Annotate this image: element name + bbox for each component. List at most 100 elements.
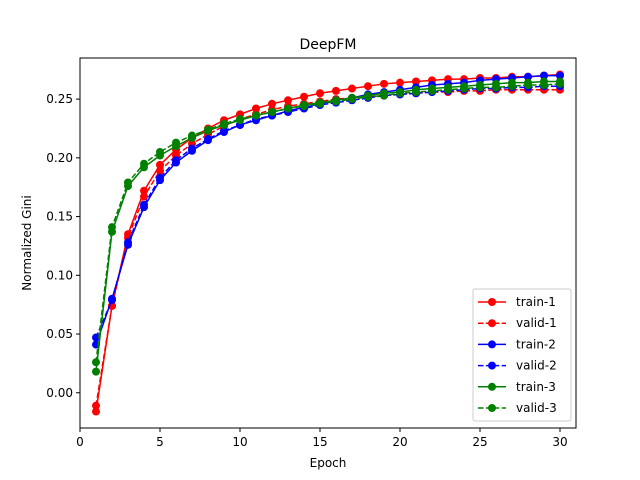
data-point [156, 147, 164, 156]
x-tick-label: 5 [156, 435, 164, 449]
data-point [140, 159, 148, 168]
x-tick-label: 20 [392, 435, 407, 449]
plot-frame [79, 57, 577, 429]
data-point [380, 79, 388, 88]
legend-marker [488, 340, 496, 349]
data-point [412, 77, 420, 86]
data-point [172, 138, 180, 147]
data-point [316, 89, 324, 98]
x-tick-label: 25 [472, 435, 487, 449]
x-axis-label: Epoch [310, 456, 347, 470]
data-point [332, 97, 340, 106]
y-tick-label: 0.25 [46, 92, 73, 106]
data-point [556, 79, 564, 88]
legend-label: train-2 [516, 337, 556, 351]
x-tick-label: 0 [76, 435, 84, 449]
data-point [252, 104, 260, 113]
legend-item: valid-2 [478, 359, 557, 373]
data-point [396, 78, 404, 87]
x-tick-label: 30 [552, 435, 567, 449]
data-point [204, 125, 212, 134]
data-point [540, 71, 548, 80]
legend-item: train-1 [478, 295, 556, 309]
data-point [476, 83, 484, 92]
data-point [524, 72, 532, 81]
data-point [524, 81, 532, 90]
x-axis-ticks: 0 5 10 15 20 25 30 [76, 428, 568, 449]
data-point [364, 82, 372, 91]
plot-area [92, 70, 564, 416]
data-point [108, 223, 116, 232]
data-point [220, 119, 228, 128]
data-point [140, 192, 148, 201]
data-point [428, 86, 436, 95]
data-point [332, 86, 340, 95]
series-valid-3 [92, 79, 564, 367]
legend-label: train-3 [516, 380, 556, 394]
y-tick-label: 0.15 [46, 210, 73, 224]
legend-label: valid-2 [516, 359, 557, 373]
y-tick-label: 0.05 [46, 327, 73, 341]
y-tick-label: 0.10 [46, 268, 73, 282]
data-point [92, 401, 100, 410]
data-point [204, 135, 212, 144]
data-point [284, 96, 292, 105]
data-point [460, 84, 468, 93]
data-point [444, 85, 452, 94]
data-point [92, 358, 100, 367]
data-point [396, 89, 404, 98]
data-point [156, 166, 164, 175]
legend-label: valid-3 [516, 401, 557, 415]
legend-marker [488, 361, 496, 370]
x-tick-label: 10 [232, 435, 247, 449]
legend-box [472, 288, 572, 422]
data-point [188, 131, 196, 140]
data-point [268, 108, 276, 117]
series-line [95, 83, 561, 363]
legend-label: valid-1 [516, 316, 557, 330]
data-point [156, 173, 164, 182]
legend-marker [488, 319, 496, 328]
legend: train-1 valid-1 train-2 valid-2 train-3 valid… [472, 288, 572, 422]
legend-item: train-3 [478, 380, 556, 394]
data-point [412, 88, 420, 97]
data-point [300, 92, 308, 101]
data-point [556, 71, 564, 80]
data-point [92, 407, 100, 416]
chart-title: DeepFM [299, 37, 356, 53]
data-point [508, 82, 516, 91]
data-point [348, 84, 356, 93]
y-tick-label: 0.20 [46, 151, 73, 165]
legend-marker [488, 382, 496, 391]
data-point [284, 104, 292, 113]
data-point [140, 200, 148, 209]
data-point [220, 126, 228, 135]
data-point [348, 95, 356, 104]
data-point [124, 238, 132, 247]
data-point [188, 144, 196, 153]
data-point [364, 92, 372, 101]
data-point [172, 156, 180, 165]
data-point [236, 115, 244, 124]
y-axis-label: Normalized Gini [20, 195, 34, 290]
legend-item: valid-1 [478, 316, 557, 330]
data-point [108, 295, 116, 304]
legend-item: train-2 [478, 337, 556, 351]
data-point [92, 367, 100, 376]
data-point [492, 83, 500, 92]
data-point [316, 99, 324, 108]
legend-marker [488, 404, 496, 412]
x-tick-label: 15 [312, 435, 327, 449]
data-point [156, 160, 164, 169]
data-point [268, 99, 276, 108]
legend-marker [488, 298, 496, 306]
data-point [124, 178, 132, 187]
legend-label: train-1 [516, 295, 556, 309]
y-axis-ticks: 0.00 0.05 0.10 0.15 0.20 0.25 [46, 92, 80, 400]
data-point [140, 186, 148, 195]
data-point [92, 333, 100, 342]
y-tick-label: 0.00 [46, 386, 73, 400]
data-point [540, 81, 548, 90]
data-point [380, 91, 388, 100]
